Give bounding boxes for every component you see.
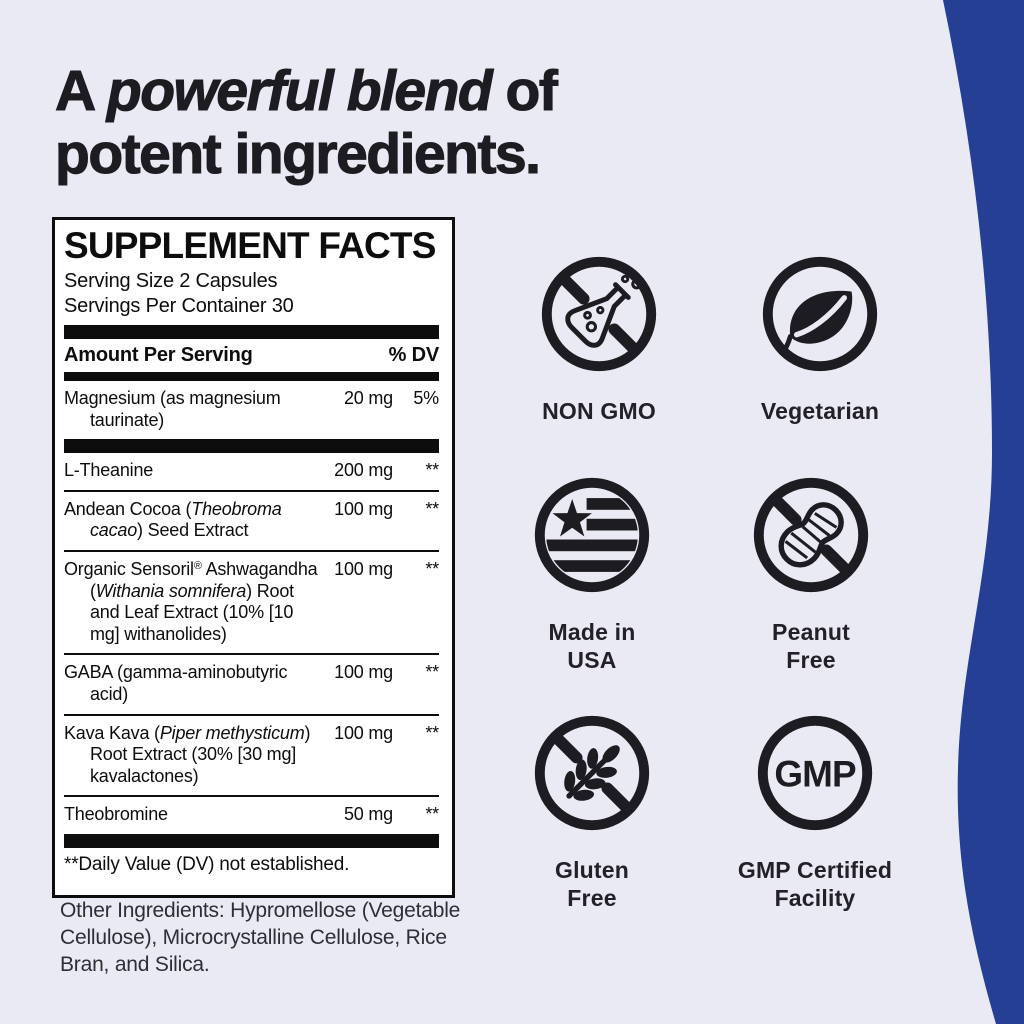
ingredient-name: Kava Kava (Piper methysticum) Root Extra… <box>64 722 311 786</box>
ingredient-row: Organic Sensoril® Ashwagandha (Withania … <box>64 550 439 653</box>
ingredient-dv: ** <box>425 804 439 825</box>
section-divider <box>64 439 439 454</box>
ingredient-amount: 20 mg <box>343 388 393 409</box>
ingredient-row: GABA (gamma-aminobutyric acid) 100 mg ** <box>64 653 439 713</box>
ingredient-dv: ** <box>425 722 439 743</box>
table-header-row: Amount Per Serving % DV <box>64 339 439 372</box>
badge-peanut-free: Peanut Free <box>701 472 921 674</box>
supplement-facts-panel: SUPPLEMENT FACTS Serving Size 2 Capsules… <box>52 217 455 898</box>
badge-gmp-certified: GMP GMP Certified Facility <box>705 710 925 912</box>
ingredient-name: GABA (gamma-aminobutyric acid) <box>64 662 288 705</box>
badge-gluten-free: Gluten Free <box>482 710 702 912</box>
badge-label: Gluten Free <box>554 857 630 912</box>
ingredient-dv: ** <box>425 559 439 580</box>
ingredient-dv: ** <box>425 662 439 683</box>
servings-per-container: Servings Per Container 30 <box>64 294 294 317</box>
column-percent-dv: % DV <box>388 344 440 367</box>
gmp-seal-text: GMP <box>774 754 856 795</box>
ingredient-name: L-Theanine <box>64 460 154 481</box>
page-title-emphasis: powerful blend <box>106 59 493 124</box>
usa-flag-icon <box>534 477 650 593</box>
ingredient-amount: 100 mg <box>334 498 393 519</box>
leaf-icon <box>762 256 878 372</box>
ingredient-dv: ** <box>425 460 439 481</box>
ingredient-amount: 100 mg <box>334 559 393 580</box>
page-title-line2: potent ingredients. <box>54 121 541 186</box>
serving-size: Serving Size 2 Capsules <box>64 269 278 292</box>
ingredient-row: Andean Cocoa (Theobroma cacao) Seed Extr… <box>64 489 439 550</box>
other-ingredients: Other Ingredients: Hypromellose (Vegetab… <box>60 899 461 976</box>
ingredient-amount: 50 mg <box>343 804 393 825</box>
badge-label: NON GMO <box>542 398 656 424</box>
ingredient-row: Kava Kava (Piper methysticum) Root Extra… <box>64 713 439 796</box>
badge-label: Peanut Free <box>772 619 850 674</box>
gmp-seal-icon: GMP <box>757 715 873 831</box>
section-divider <box>64 325 439 340</box>
ingredient-row: Magnesium (as magnesium taurinate) 20 mg 5… <box>64 381 439 439</box>
ingredient-amount: 200 mg <box>334 460 393 481</box>
dv-footnote: **Daily Value (DV) not established. <box>64 854 350 876</box>
panel-title: SUPPLEMENT FACTS <box>64 225 436 266</box>
section-divider <box>64 834 439 849</box>
no-peanut-icon <box>753 477 869 593</box>
ingredient-name: Andean Cocoa (Theobroma cacao) Seed Extr… <box>64 498 282 541</box>
ingredient-name: Organic Sensoril® Ashwagandha (Withania … <box>64 559 318 644</box>
badge-label: Made in USA <box>548 619 636 674</box>
no-flask-icon <box>541 256 657 372</box>
ingredient-name: Magnesium (as magnesium taurinate) <box>64 388 281 430</box>
ingredient-name: Theobromine <box>64 804 168 825</box>
ingredient-rows: Magnesium (as magnesium taurinate) 20 mg 5… <box>64 381 439 834</box>
badge-vegetarian: Vegetarian <box>710 251 930 425</box>
badge-non-gmo: NON GMO <box>489 251 709 425</box>
ingredient-amount: 100 mg <box>334 662 393 683</box>
ingredient-dv: ** <box>425 498 439 519</box>
column-amount-per-serving: Amount Per Serving <box>64 344 253 367</box>
page-title-line1: A powerful blend of <box>54 59 558 124</box>
badge-made-in-usa: Made in USA <box>482 472 702 674</box>
ingredient-row: L-Theanine 200 mg ** <box>64 453 439 490</box>
no-wheat-icon <box>534 715 650 831</box>
badge-label: GMP Certified Facility <box>737 857 893 912</box>
ingredient-dv: 5% <box>413 388 439 409</box>
badge-label: Vegetarian <box>760 398 880 424</box>
page-title: A powerful blend of potent ingredients. <box>54 59 935 186</box>
ingredient-amount: 100 mg <box>334 722 393 743</box>
ingredient-row: Theobromine 50 mg ** <box>64 795 439 834</box>
section-divider <box>64 372 439 382</box>
